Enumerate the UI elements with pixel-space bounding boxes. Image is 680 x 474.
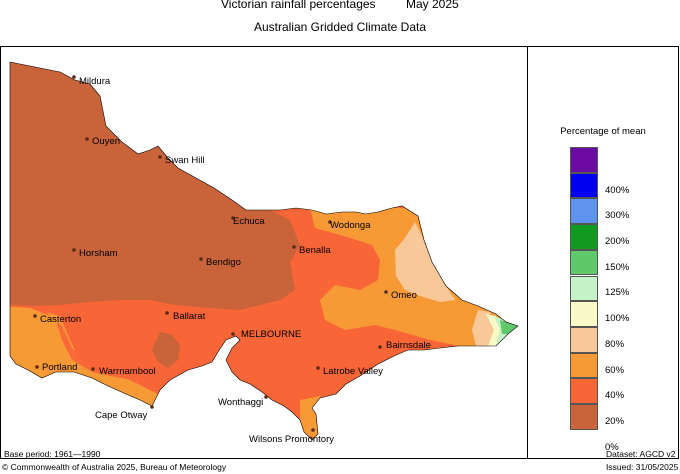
town-dot <box>165 311 169 315</box>
town-dot <box>85 137 89 141</box>
base-period: Base period: 1961—1990 <box>4 449 101 459</box>
map-frame <box>0 46 679 459</box>
legend-label: 200% <box>605 236 630 248</box>
town-dot <box>316 366 320 370</box>
title-text: Victorian rainfall percentages <box>221 0 376 11</box>
legend-label: 40% <box>605 390 625 402</box>
town-dot <box>199 257 203 261</box>
dataset-label: Dataset: AGCD v2 <box>606 449 676 459</box>
legend-swatch <box>570 224 598 250</box>
town-dot <box>35 365 39 369</box>
town-label: Wonthaggi <box>218 397 263 408</box>
issued-date: Issued: 31/05/2025 <box>606 462 679 472</box>
legend-swatch <box>570 404 598 430</box>
title-period: May 2025 <box>406 0 459 11</box>
legend-label: 125% <box>605 287 630 299</box>
town-dot <box>292 245 296 249</box>
town-label: MELBOURNE <box>241 329 301 340</box>
town-label: Echuca <box>233 216 265 227</box>
legend-label: 80% <box>605 338 625 350</box>
legend-divider <box>527 46 528 459</box>
town-label: Casterton <box>40 314 81 325</box>
town-dot <box>91 367 95 371</box>
legend-swatch <box>570 378 598 404</box>
town-label: Ballarat <box>173 311 206 322</box>
town-label: Ouyen <box>92 136 120 147</box>
legend-label: 20% <box>605 415 625 427</box>
town-label: Latrobe Valley <box>323 366 383 377</box>
map-subtitle: Australian Gridded Climate Data <box>253 20 427 34</box>
town-label: Omeo <box>391 290 417 301</box>
town-label: Swan Hill <box>165 155 205 166</box>
town-label: Cape Otway <box>95 410 148 421</box>
town-dot <box>72 248 76 252</box>
legend-label: 60% <box>605 364 625 376</box>
town-dot <box>231 332 235 336</box>
legend-label: 100% <box>605 313 630 325</box>
legend-label: 300% <box>605 210 630 222</box>
legend-swatch <box>570 198 598 225</box>
legend-swatch <box>570 172 598 199</box>
town-dot <box>311 428 315 432</box>
town-dot <box>378 345 382 349</box>
town-label: Wilsons Promontory <box>249 434 334 445</box>
legend-title: Percentage of mean <box>560 126 646 137</box>
zone-150-200 <box>500 320 518 334</box>
town-label: Bendigo <box>206 257 241 268</box>
zone-0-20-small <box>152 332 180 368</box>
town-dot <box>33 314 37 318</box>
zone-80-100 <box>395 222 455 302</box>
town-dot <box>150 405 154 409</box>
zone-100-125 <box>486 314 500 346</box>
town-dot <box>384 290 388 294</box>
legend-label: 400% <box>605 184 630 196</box>
state-outline <box>9 61 519 441</box>
copyright: © Commonwealth of Australia 2025, Bureau… <box>2 462 227 472</box>
town-dot <box>158 155 162 159</box>
town-dot <box>72 75 76 79</box>
legend-swatch <box>570 147 598 173</box>
town-label: Wodonga <box>330 220 371 231</box>
town-label: Bairnsdale <box>386 340 431 351</box>
legend-swatch <box>570 326 598 353</box>
town-label: Mildura <box>79 76 111 87</box>
legend-swatch <box>570 352 598 379</box>
town-labels: Mildura Ouyen Swan Hill Echuca Wodonga Horsha… <box>40 76 431 445</box>
town-dot <box>264 395 268 399</box>
town-label: Horsham <box>79 248 118 259</box>
town-label: Benalla <box>299 245 331 256</box>
legend-swatch <box>570 301 598 327</box>
legend-label: 150% <box>605 261 630 273</box>
zone-0-20-west <box>10 62 300 310</box>
town-label: Warrnambool <box>99 366 156 377</box>
town-markers <box>33 75 388 432</box>
town-dot <box>231 216 235 220</box>
town-dot <box>328 220 332 224</box>
legend-swatch <box>570 249 598 276</box>
legend-swatch <box>570 275 598 302</box>
legend-label: 0% <box>605 441 619 453</box>
town-label: Portland <box>42 362 77 373</box>
